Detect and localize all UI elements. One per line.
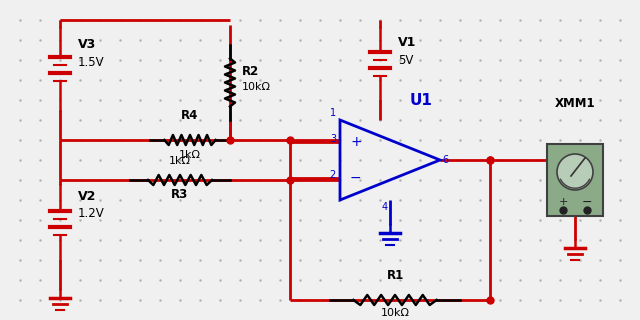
Text: 2: 2 [330,170,336,180]
Text: 1kΩ: 1kΩ [169,156,191,166]
Text: V2: V2 [78,190,97,203]
Text: −: − [350,171,362,185]
Text: −: − [582,196,592,209]
Text: 1.5V: 1.5V [78,56,104,69]
Circle shape [557,154,593,190]
Text: V3: V3 [78,38,96,51]
Text: U1: U1 [410,93,433,108]
Text: 4: 4 [382,202,388,212]
Text: XMM1: XMM1 [555,97,595,110]
Text: R4: R4 [181,109,198,122]
Text: R2: R2 [242,65,259,78]
Text: 1.2V: 1.2V [78,207,105,220]
Text: 10kΩ: 10kΩ [381,308,410,318]
Text: 1: 1 [330,108,336,118]
Text: R1: R1 [387,269,404,282]
Text: 3: 3 [330,134,336,144]
Text: V1: V1 [398,36,417,49]
Text: 1kΩ: 1kΩ [179,150,201,160]
Text: 5V: 5V [398,54,413,67]
Text: +: + [350,135,362,149]
FancyBboxPatch shape [547,144,603,216]
Text: +: + [558,197,568,207]
Text: R3: R3 [172,188,189,201]
Text: 10kΩ: 10kΩ [242,82,271,92]
Text: 6: 6 [442,155,448,165]
